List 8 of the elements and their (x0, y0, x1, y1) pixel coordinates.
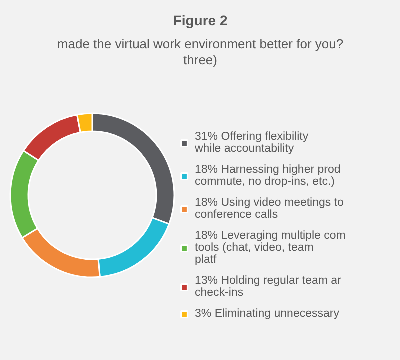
chart-subtitle: made the virtual work environment better for you? three) (57, 36, 344, 68)
legend-label: 3% Eliminating unnecessary (195, 308, 340, 320)
legend-label: 18% Leveraging multiple com tools (chat, video, team platf (195, 230, 346, 266)
chart-title: Figure 2 (173, 12, 228, 28)
legend-label: 18% Harnessing higher prod commute, no drop-ins, etc.) (195, 164, 341, 188)
legend-label: 31% Offering flexibility while accountability (195, 131, 309, 155)
legend-label: 13% Holding regular team ar check-ins (195, 275, 342, 299)
legend-label: 18% Using video meetings to conference calls (195, 197, 344, 221)
